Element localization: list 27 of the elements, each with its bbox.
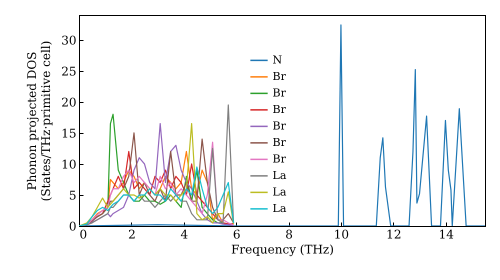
x-axis-title: Frequency (THz) xyxy=(231,242,334,256)
legend-label: La xyxy=(272,185,287,198)
legend-label: Br xyxy=(272,152,287,166)
y-tick-label: 25 xyxy=(61,64,76,78)
legend-label: N xyxy=(272,53,283,66)
legend-label: Br xyxy=(272,119,287,132)
line-series xyxy=(79,166,234,226)
legend-label: Br xyxy=(272,70,287,83)
y-tick-label: 15 xyxy=(61,126,76,140)
legend-label: La xyxy=(272,202,287,215)
x-tick-label: 12 xyxy=(386,228,402,242)
x-tick-label: 2 xyxy=(128,228,136,242)
y-axis-title: Phonon projected DOS (States/THz·primitive cell) xyxy=(25,40,54,202)
x-tick-label: 6 xyxy=(232,228,240,242)
x-tick-label: 0 xyxy=(80,228,88,242)
x-tick-label: 14 xyxy=(438,228,454,242)
legend-label: Br xyxy=(272,86,287,100)
legend-label: Br xyxy=(272,102,287,116)
x-tick-label: 4 xyxy=(180,228,188,242)
x-tick-label: 8 xyxy=(285,228,293,242)
legend-label: Br xyxy=(272,136,287,149)
x-tick-label: 10 xyxy=(334,228,350,242)
y-tick-label: 20 xyxy=(61,95,76,110)
legend-label: La xyxy=(272,168,287,182)
y-tick-label: 10 xyxy=(61,157,76,172)
y-tick-label: 5 xyxy=(68,188,76,202)
y-tick-label: 30 xyxy=(61,33,76,48)
